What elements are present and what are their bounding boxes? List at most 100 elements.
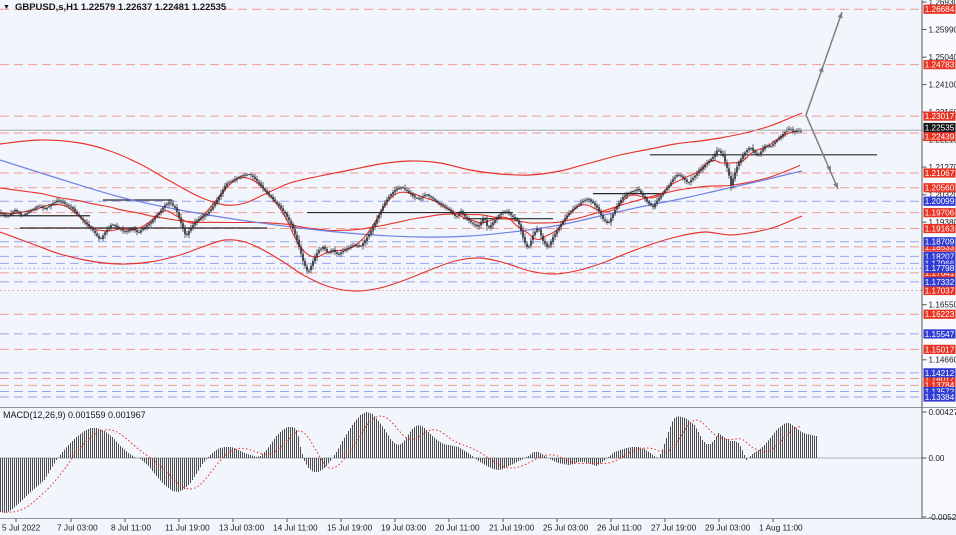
price-level-label-red xyxy=(923,208,956,218)
price-axis-tick-label: 1.20320 xyxy=(929,191,956,200)
price-axis-tick-label: 1.24100 xyxy=(929,80,956,89)
time-axis-label: 11 Jul 19:00 xyxy=(165,523,210,533)
price-level-label-blue-text: 1.20099 xyxy=(925,197,955,206)
price-level-label-blue-text: 1.17332 xyxy=(925,278,955,287)
time-axis-label: 19 Jul 03:00 xyxy=(381,523,427,533)
price-level-label-red-text: 1.24783 xyxy=(925,61,955,70)
arrowhead-icon xyxy=(833,182,838,189)
price-level-label-red-text: 1.19706 xyxy=(925,209,955,218)
price-level-label-red xyxy=(923,223,956,234)
price-axis-tick-label: 1.25040 xyxy=(929,53,956,62)
candlesticks xyxy=(0,125,802,274)
arrowhead-icon xyxy=(818,66,824,73)
price-level-label-blue-text: 1.17798 xyxy=(925,264,955,273)
price-level-label-blue xyxy=(923,368,956,378)
price-level-label-blue xyxy=(923,329,956,339)
price-level-label-blue xyxy=(923,392,956,402)
price-level-label-red xyxy=(923,380,956,390)
drawn-segments xyxy=(0,154,877,229)
price-level-label-red-text: 1.13784 xyxy=(925,381,955,390)
price-axis-tick-label: 1.25990 xyxy=(929,25,956,34)
price-level-label-blue-text: 1.14212 xyxy=(925,369,955,378)
price-level-label-red xyxy=(923,285,956,296)
trend-arrow-down[interactable] xyxy=(805,114,839,190)
bollinger-upper-band xyxy=(0,112,803,206)
price-level-label-blue xyxy=(923,263,956,273)
price-level-label-blue xyxy=(923,237,956,247)
price-level-label-red-text: 1.23017 xyxy=(925,112,955,121)
time-axis-label: 13 Jul 03:00 xyxy=(219,523,265,533)
price-level-label-red xyxy=(923,344,956,354)
price-level-label-red xyxy=(923,183,956,193)
price-level-label-red-text: 1.17037 xyxy=(925,286,955,295)
price-axis-tick-label: 1.21270 xyxy=(929,163,956,172)
price-level-label-red-text: 1.15017 xyxy=(925,345,955,354)
trend-projection-arrows[interactable] xyxy=(805,11,843,190)
time-axis-label: 5 Jul 2022 xyxy=(2,523,41,533)
price-level-label-blue xyxy=(923,196,956,206)
price-level-label-blue xyxy=(923,386,956,397)
price-axis[interactable]: 1.269301.259901.250401.241001.231601.222… xyxy=(922,0,956,522)
time-axis-label: 26 Jul 11:00 xyxy=(597,523,642,533)
time-axis-label: 8 Jul 11:00 xyxy=(111,523,151,533)
price-level-label-red xyxy=(923,131,956,142)
macd-signal-line xyxy=(1,415,801,513)
price-axis-tick-label: 1.26930 xyxy=(929,0,956,7)
bollinger-middle-band xyxy=(0,164,801,232)
chart-title-bar: ▼ GBPUSD,s,H1 1.22579 1.22637 1.22481 1.… xyxy=(3,2,226,13)
price-level-label-blue xyxy=(923,251,956,261)
macd-histogram xyxy=(0,412,817,513)
price-level-label-red xyxy=(923,373,956,384)
fast-ma-line xyxy=(0,130,799,258)
arrowhead-icon xyxy=(826,165,831,172)
price-level-label-red-text: 1.18533 xyxy=(925,243,955,252)
price-level-label-red xyxy=(923,111,956,121)
time-axis-label: 29 Jul 03:00 xyxy=(705,523,751,533)
price-axis-tick-label: 1.19380 xyxy=(929,218,956,227)
price-level-label-red xyxy=(923,242,956,252)
macd-axis-label: 0.00 xyxy=(929,454,945,463)
price-level-label-blue-text: 1.15547 xyxy=(925,330,955,339)
price-level-label-blue-text: 1.13384 xyxy=(925,393,955,402)
time-axis-label: 7 Jul 03:00 xyxy=(57,523,98,533)
macd-axis-label: -0.005202 xyxy=(929,513,956,522)
price-level-label-red xyxy=(923,4,956,14)
price-level-label-blue-text: 1.13572 xyxy=(925,387,955,396)
time-axis-label: 1 Aug 11:00 xyxy=(759,523,803,533)
arrowhead-icon xyxy=(837,12,843,19)
price-level-label-red xyxy=(923,309,956,319)
current-price-label-text: 1.22535 xyxy=(925,123,955,132)
macd-indicator-label: MACD(12,26,9) 0.001559 0.001967 xyxy=(3,410,146,420)
price-level-label-red-text: 1.19163 xyxy=(925,224,955,233)
current-price-label xyxy=(923,122,956,133)
macd-axis-label: 0.00427 xyxy=(929,408,956,417)
time-axis-label: 14 Jul 11:00 xyxy=(273,523,318,533)
price-level-label-red-text: 1.21067 xyxy=(925,169,955,178)
price-level-label-blue-text: 1.18709 xyxy=(925,238,955,247)
price-level-label-red xyxy=(923,168,956,178)
price-axis-tick-label: 1.16550 xyxy=(929,301,956,310)
price-level-label-blue-text: 1.18207 xyxy=(925,252,955,261)
time-axis-label: 21 Jul 19:00 xyxy=(489,523,535,533)
chart-title: GBPUSD,s,H1 1.22579 1.22637 1.22481 1.22… xyxy=(14,2,227,13)
price-level-label-red-text: 1.14017 xyxy=(925,374,955,383)
price-level-label-red-text: 1.16223 xyxy=(925,310,955,319)
price-level-label-blue xyxy=(923,277,956,287)
time-axis-label: 27 Jul 19:00 xyxy=(651,523,697,533)
bollinger-lower-band xyxy=(0,215,803,292)
time-axis-label: 25 Jul 03:00 xyxy=(543,523,589,533)
time-axis-label: 20 Jul 11:00 xyxy=(435,523,480,533)
price-level-label-red-text: 1.20560 xyxy=(925,184,955,193)
price-level-label-red-text: 1.26684 xyxy=(925,5,955,14)
price-level-label-blue xyxy=(923,258,956,269)
time-axis[interactable]: 5 Jul 2022 7 Jul 03:00 8 Jul 11:00 11 Jul 1… xyxy=(2,518,803,533)
price-axis-tick-label: 1.14660 xyxy=(929,356,956,365)
price-level-label-red xyxy=(923,60,956,70)
price-level-label-red-text: 1.17641 xyxy=(925,269,955,278)
time-axis-label: 15 Jul 19:00 xyxy=(327,523,373,533)
symbol-dropdown-icon[interactable]: ▼ xyxy=(3,4,10,11)
trend-arrow-up[interactable] xyxy=(805,11,843,116)
price-level-label-red-text: 1.22439 xyxy=(925,132,955,141)
